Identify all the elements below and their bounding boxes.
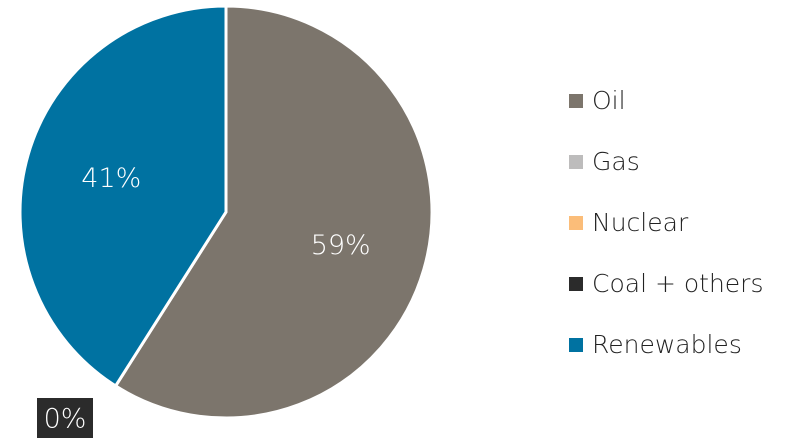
legend-label-gas: Gas bbox=[592, 147, 640, 176]
slice-label-renewables: 41% bbox=[81, 163, 141, 194]
legend-label-nuclear: Nuclear bbox=[592, 208, 689, 237]
pie-slice-renewables bbox=[18, 4, 228, 388]
slice-label-oil: 59% bbox=[311, 230, 371, 261]
legend-item-gas: Gas bbox=[569, 143, 763, 180]
legend-swatch-coal-others bbox=[569, 276, 583, 291]
pie-slices bbox=[18, 4, 434, 420]
legend-item-nuclear: Nuclear bbox=[569, 204, 763, 241]
legend-item-coal-others: Coal + others bbox=[569, 265, 763, 302]
slice-label-box-coal-others bbox=[37, 398, 93, 438]
pie-slice-oil bbox=[114, 4, 434, 420]
slice-label-text-coal-others: 0% bbox=[44, 404, 87, 435]
legend-label-oil: Oil bbox=[592, 86, 626, 115]
pie-labels: 59% 0% 41% bbox=[37, 163, 371, 438]
legend-item-oil: Oil bbox=[569, 82, 763, 119]
slice-label-coal-others: 0% bbox=[37, 398, 93, 438]
legend: Oil Gas Nuclear Coal + others Renewables bbox=[569, 82, 763, 387]
legend-label-coal-others: Coal + others bbox=[592, 269, 764, 298]
legend-swatch-gas bbox=[569, 154, 583, 169]
legend-label-renewables: Renewables bbox=[592, 330, 742, 359]
legend-swatch-oil bbox=[569, 93, 583, 108]
legend-swatch-renewables bbox=[569, 337, 583, 352]
legend-item-renewables: Renewables bbox=[569, 326, 763, 363]
legend-swatch-nuclear bbox=[569, 215, 583, 230]
